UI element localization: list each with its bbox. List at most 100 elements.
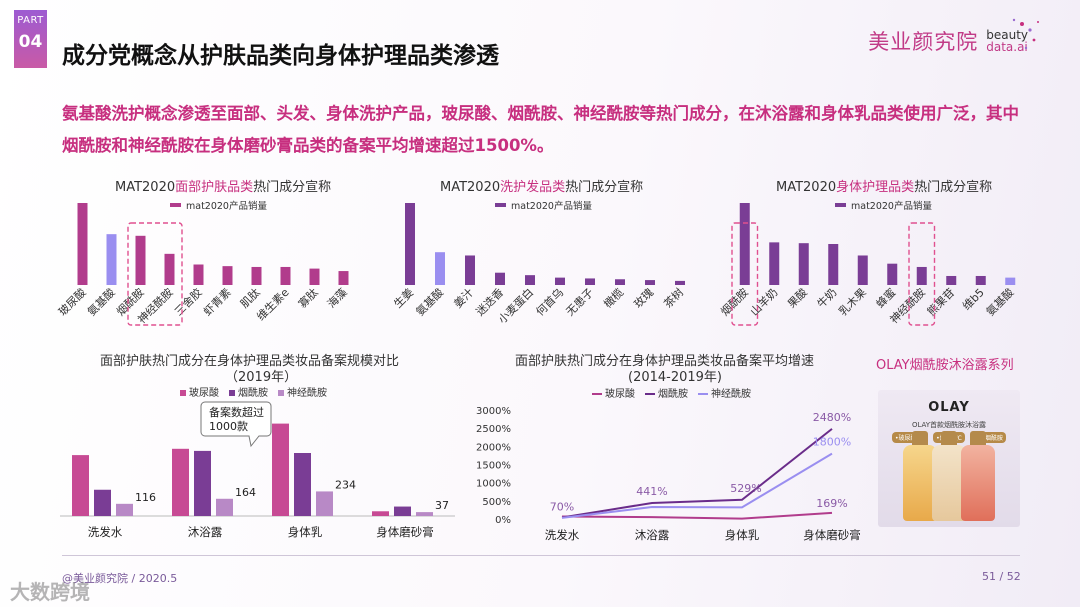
data-label: 529% xyxy=(730,482,761,495)
bottle-cap-icon xyxy=(970,431,986,445)
bar xyxy=(405,203,415,285)
legend-scale: 玻尿酸 烟酰胺 神经酰胺 xyxy=(180,384,327,399)
chart-title-prefix: MAT2020 xyxy=(440,180,501,195)
bar xyxy=(294,453,311,516)
bar xyxy=(465,255,475,285)
bar xyxy=(72,455,89,516)
tick-label: 寡肽 xyxy=(295,285,320,310)
bar xyxy=(280,266,291,285)
page-number: 51 / 52 xyxy=(982,570,1021,583)
bar xyxy=(857,255,868,285)
tick-label: 维生素e xyxy=(254,285,292,323)
data-label: 37 xyxy=(435,499,449,512)
legend-hair: mat2020产品销量 xyxy=(495,198,592,212)
summary-text: 氨基酸洗护概念渗透至面部、头发、身体洗护产品，玻尿酸、烟酰胺、神经酰胺等热门成分… xyxy=(62,104,1019,155)
data-label: 116 xyxy=(135,491,156,504)
part-label: PART xyxy=(17,15,44,26)
bar xyxy=(615,279,625,285)
chart-title-highlight: 身体护理品类 xyxy=(836,180,915,195)
chart-title-body: MAT2020身体护理品类热门成分宣称 xyxy=(776,176,992,195)
tick-label: 氨基酸 xyxy=(413,285,446,318)
series-line xyxy=(561,428,833,519)
bar xyxy=(338,271,349,285)
bottle-cap-icon xyxy=(941,431,957,445)
y-tick-label: 1000% xyxy=(476,479,511,490)
bar xyxy=(416,512,433,516)
y-tick-label: 3000% xyxy=(476,406,511,417)
tick-label: 山羊奶 xyxy=(747,285,780,318)
legend-label: 神经酰胺 xyxy=(287,388,327,399)
legend-item: 玻尿酸 xyxy=(180,384,219,399)
legend-swatch xyxy=(495,203,506,207)
legend-label: mat2020产品销量 xyxy=(511,201,592,212)
data-label: 2480% xyxy=(813,411,851,424)
legend-growth: 玻尿酸 烟酰胺 神经酰胺 xyxy=(592,385,751,400)
tick-label: 玻尿酸 xyxy=(55,285,88,318)
legend-label: 烟酰胺 xyxy=(238,388,268,399)
chart-title-suffix: 热门成分宣称 xyxy=(253,180,332,195)
legend-swatch xyxy=(645,393,655,395)
bar xyxy=(946,275,957,285)
tick-label: 身体乳 xyxy=(288,525,323,539)
brand-logo: 美业颜究院 beauty data.ai xyxy=(868,26,1028,56)
olay-product-image: OLAY OLAY首款烟酰胺沐浴露 •玻尿酸 •烟酰胺C •烟酰胺 xyxy=(878,390,1020,527)
tick-label: 橄榄 xyxy=(601,285,626,310)
tick-label: 烟酰胺 xyxy=(718,285,751,318)
bar xyxy=(798,243,809,285)
olay-title: OLAY烟酰胺沐浴露系列 xyxy=(876,358,1014,373)
data-label: 441% xyxy=(636,485,667,498)
chart-title-scale: 面部护肤热门成分在身体护理品类妆品备案规模对比 xyxy=(100,350,399,369)
olay-logo: OLAY xyxy=(928,400,970,415)
legend-swatch xyxy=(229,390,235,396)
bar xyxy=(251,266,262,285)
chart-title-growth: 面部护肤热门成分在身体护理品类妆品备案平均增速 xyxy=(515,350,814,369)
legend-swatch xyxy=(698,393,708,395)
callout-line2: 1000款 xyxy=(209,419,248,433)
legend-item: 神经酰胺 xyxy=(278,384,327,399)
brand-dots-icon xyxy=(1012,18,1039,50)
bar xyxy=(106,234,117,285)
tick-label: 海藻 xyxy=(324,285,349,310)
legend-swatch xyxy=(278,390,284,396)
bar xyxy=(394,506,411,516)
chart-title-face: MAT2020面部护肤品类热门成分宣称 xyxy=(115,176,331,195)
bar xyxy=(975,275,986,285)
y-tick-label: 1500% xyxy=(476,461,511,472)
legend-body: mat2020产品销量 xyxy=(835,198,932,212)
y-tick-label: 2500% xyxy=(476,424,511,435)
chart-title-suffix: 热门成分宣称 xyxy=(565,180,644,195)
tick-label: 肌肽 xyxy=(237,285,262,310)
page-title: 成分党概念从护肤品类向身体护理品类渗透 xyxy=(62,43,499,69)
bar xyxy=(916,266,927,285)
tick-label: 蜂蜜 xyxy=(873,285,898,310)
bar xyxy=(495,272,505,285)
bar xyxy=(116,503,133,516)
part-number: 04 xyxy=(18,32,43,52)
chart-title-prefix: MAT2020 xyxy=(776,180,837,195)
bar xyxy=(585,278,595,285)
olay-tag: •玻尿酸 xyxy=(892,432,920,443)
y-tick-label: 0% xyxy=(495,515,511,526)
x-tick-label: 身体磨砂膏 xyxy=(803,528,861,542)
legend-label: 神经酰胺 xyxy=(711,389,751,400)
bar xyxy=(887,263,898,285)
tick-label: 沐浴露 xyxy=(188,525,223,539)
tick-label: 三舍胶 xyxy=(171,285,204,318)
tick-label: 洗发水 xyxy=(88,525,123,539)
legend-swatch xyxy=(835,203,846,207)
y-tick-label: 2000% xyxy=(476,442,511,453)
series-line xyxy=(561,511,833,520)
tick-label: 氨基酸 xyxy=(983,285,1016,318)
chart-title-highlight: 面部护肤品类 xyxy=(175,180,254,195)
legend-swatch xyxy=(180,390,186,396)
bottle-red-icon xyxy=(961,445,995,521)
x-tick-label: 洗发水 xyxy=(545,528,580,542)
bar xyxy=(435,252,445,285)
legend-item: 玻尿酸 xyxy=(592,385,635,400)
bar xyxy=(739,203,750,285)
bar xyxy=(193,264,204,285)
tick-label: 乳木果 xyxy=(836,286,869,319)
bar xyxy=(1005,277,1016,285)
